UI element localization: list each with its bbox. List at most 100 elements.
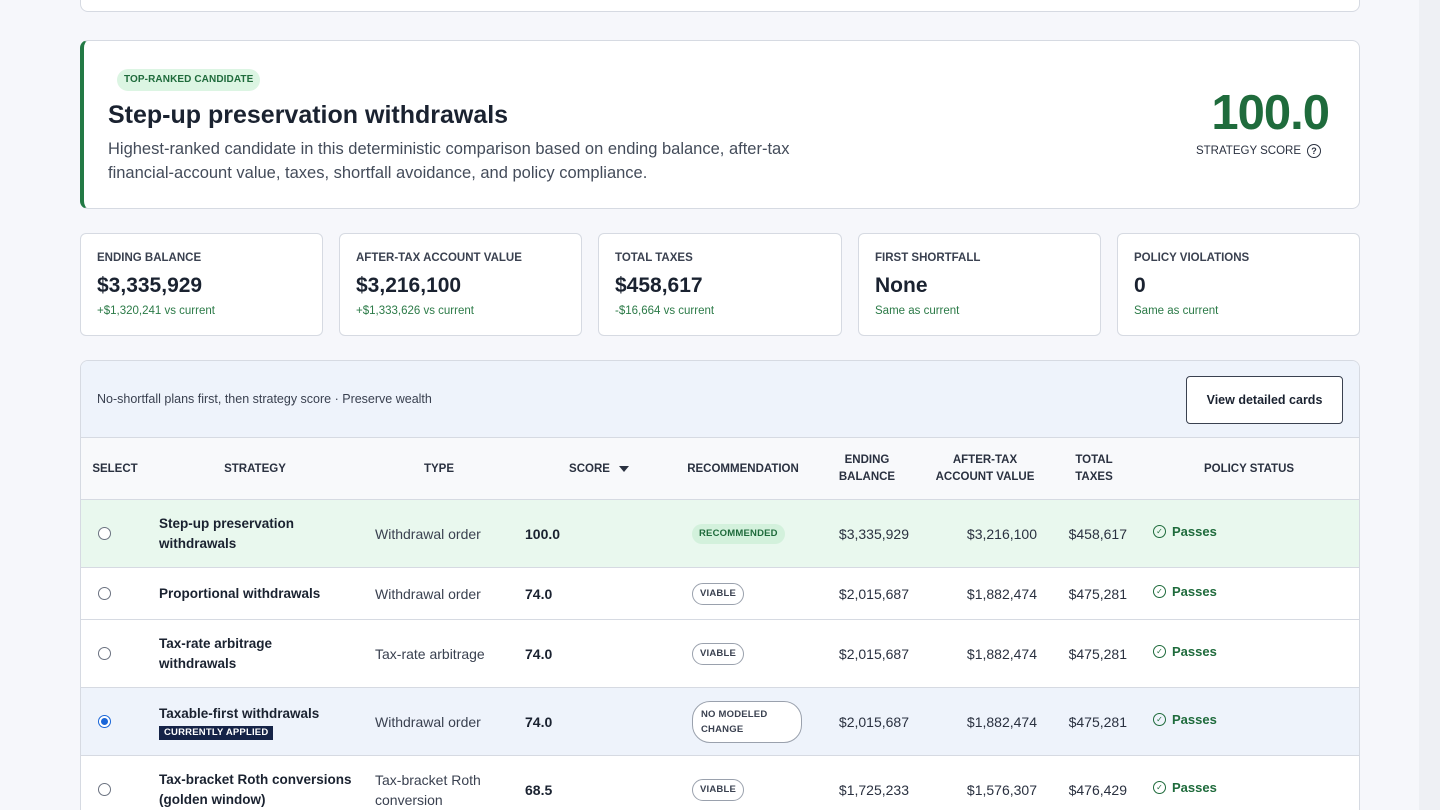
- strategy-name-line2: withdrawals: [159, 655, 237, 671]
- metric-value: $3,216,100: [356, 274, 462, 297]
- top-candidate-card: TOP-RANKED CANDIDATE Step-up preservatio…: [80, 40, 1360, 209]
- after-tax-cell: $3,216,100: [966, 525, 1037, 542]
- strategy-name: Taxable-first withdrawals: [159, 705, 320, 721]
- type-wrap: Tax-bracket Roth conversion: [375, 770, 481, 810]
- table-row[interactable]: Tax-rate arbitrage withdrawals Tax-rate …: [81, 620, 1359, 688]
- currently-applied-badge: CURRENTLY APPLIED: [159, 725, 274, 740]
- select-radio[interactable]: [98, 587, 111, 600]
- select-cell: [98, 568, 111, 619]
- column-after-tax-line1: AFTER-TAX: [952, 454, 1018, 466]
- strategy-name-wrap: Tax-bracket Roth conversions (golden win…: [159, 770, 352, 810]
- select-cell: [98, 756, 111, 810]
- column-strategy[interactable]: STRATEGY: [224, 462, 286, 475]
- strategy-name: Tax-bracket Roth conversions: [159, 771, 352, 787]
- strategy-score-text: STRATEGY SCORE: [1195, 145, 1301, 157]
- metric-policy-violations: POLICY VIOLATIONS 0 Same as current: [1117, 233, 1360, 336]
- metric-delta: +$1,320,241 vs current: [97, 305, 215, 317]
- select-radio[interactable]: [98, 783, 111, 796]
- column-score[interactable]: SCORE: [517, 438, 681, 500]
- policy-status-text: Passes: [1172, 780, 1217, 795]
- column-ending-balance-line1: ENDING: [844, 454, 890, 466]
- strategy-score-label: STRATEGY SCORE ?: [1196, 144, 1321, 158]
- recommendation-line1: NO MODELED: [701, 708, 768, 720]
- recommendation-badge: NO MODELED CHANGE: [692, 700, 802, 743]
- strategy-cell: Tax-bracket Roth conversions (golden win…: [159, 756, 361, 810]
- score-cell: 100.0: [525, 525, 561, 542]
- recommendation-badge: VIABLE: [692, 778, 745, 801]
- select-cell: [98, 620, 111, 687]
- column-select: SELECT: [92, 462, 138, 475]
- metric-value: 0: [1134, 274, 1146, 297]
- metric-value: None: [875, 274, 928, 297]
- table-toolbar: No-shortfall plans first, then strategy …: [81, 361, 1359, 438]
- previous-card: [80, 0, 1360, 12]
- policy-status-cell: ✓ Passes: [1153, 618, 1217, 685]
- column-recommendation[interactable]: RECOMMENDATION: [687, 462, 799, 475]
- policy-status-cell: ✓ Passes: [1153, 686, 1217, 753]
- ending-balance-cell: $2,015,687: [838, 713, 909, 730]
- after-tax-cell: $1,882,474: [966, 585, 1037, 602]
- metric-total-taxes: TOTAL TAXES $458,617 -$16,664 vs current: [598, 233, 842, 336]
- select-radio-checked[interactable]: [98, 715, 111, 728]
- column-type[interactable]: TYPE: [423, 462, 455, 475]
- strategy-score-value: 100.0: [1211, 86, 1330, 140]
- type-cell: Withdrawal order: [375, 525, 481, 542]
- type-cell: Withdrawal order: [375, 585, 481, 602]
- metric-label: AFTER-TAX ACCOUNT VALUE: [356, 252, 522, 264]
- select-radio[interactable]: [98, 647, 111, 660]
- strategy-name-wrap: Taxable-first withdrawals CURRENTLY APPL…: [159, 704, 319, 740]
- metric-first-shortfall: FIRST SHORTFALL None Same as current: [858, 233, 1101, 336]
- select-radio[interactable]: [98, 527, 111, 540]
- check-circle-icon: ✓: [1153, 585, 1166, 598]
- total-taxes-cell: $475,281: [1068, 645, 1127, 662]
- table-header: SELECT STRATEGY TYPE SCORE RECOMMENDATIO…: [81, 438, 1359, 500]
- table-row[interactable]: Tax-bracket Roth conversions (golden win…: [81, 756, 1359, 810]
- scrollbar-track[interactable]: [1419, 0, 1440, 810]
- column-total-taxes-line1: TOTAL: [1075, 454, 1113, 466]
- recommendation-cell: NO MODELED CHANGE: [692, 688, 802, 755]
- metric-after-tax-value: AFTER-TAX ACCOUNT VALUE $3,216,100 +$1,3…: [339, 233, 582, 336]
- recommendation-badge: VIABLE: [692, 582, 745, 605]
- ending-balance-cell: $2,015,687: [838, 645, 909, 662]
- ending-balance-cell: $3,335,929: [838, 525, 909, 542]
- score-cell: 68.5: [525, 781, 553, 798]
- after-tax-cell: $1,882,474: [966, 713, 1037, 730]
- policy-status-text: Passes: [1172, 524, 1217, 539]
- recommendation-cell: VIABLE: [692, 568, 745, 619]
- table-row[interactable]: Taxable-first withdrawals CURRENTLY APPL…: [81, 688, 1359, 756]
- recommendation-badge: VIABLE: [692, 642, 745, 665]
- recommendation-cell: RECOMMENDED: [692, 500, 785, 567]
- sort-descending-icon[interactable]: [618, 466, 629, 472]
- strategy-cell: Taxable-first withdrawals CURRENTLY APPL…: [159, 688, 361, 755]
- policy-status-text: Passes: [1172, 584, 1217, 599]
- metric-label: FIRST SHORTFALL: [875, 252, 981, 264]
- table-row[interactable]: Proportional withdrawals Withdrawal orde…: [81, 568, 1359, 620]
- select-cell: [98, 688, 111, 755]
- strategy-name-line2: withdrawals: [159, 535, 237, 551]
- view-detailed-cards-button[interactable]: View detailed cards: [1186, 376, 1343, 424]
- strategy-cell: Step-up preservation withdrawals: [159, 500, 361, 567]
- after-tax-cell: $1,576,307: [966, 781, 1037, 798]
- strategy-name: Step-up preservation: [159, 515, 295, 531]
- strategy-name: Tax-rate arbitrage: [159, 635, 273, 651]
- strategy-name-line2: (golden window): [159, 791, 266, 807]
- table-row[interactable]: Step-up preservation withdrawals Withdra…: [81, 500, 1359, 568]
- strategy-comparison-table: No-shortfall plans first, then strategy …: [80, 360, 1360, 810]
- candidate-title: Step-up preservation withdrawals: [108, 101, 509, 129]
- policy-status-cell: ✓ Passes: [1153, 566, 1217, 617]
- type-line1: Tax-bracket Roth: [375, 771, 481, 788]
- recommendation-line2: CHANGE: [701, 723, 744, 735]
- column-total-taxes[interactable]: TOTAL TAXES: [1057, 438, 1131, 500]
- ending-balance-cell: $2,015,687: [838, 585, 909, 602]
- help-icon[interactable]: ?: [1307, 144, 1321, 158]
- metric-value: $3,335,929: [97, 274, 203, 297]
- column-after-tax-line2: ACCOUNT VALUE: [935, 471, 1035, 483]
- column-policy-status[interactable]: POLICY STATUS: [1203, 462, 1295, 475]
- policy-status-text: Passes: [1172, 712, 1217, 727]
- metric-value: $458,617: [615, 274, 703, 297]
- total-taxes-cell: $476,429: [1068, 781, 1127, 798]
- after-tax-cell: $1,882,474: [966, 645, 1037, 662]
- policy-status-cell: ✓ Passes: [1153, 754, 1217, 810]
- column-after-tax-value[interactable]: AFTER-TAX ACCOUNT VALUE: [927, 438, 1043, 500]
- column-ending-balance[interactable]: ENDING BALANCE: [819, 438, 915, 500]
